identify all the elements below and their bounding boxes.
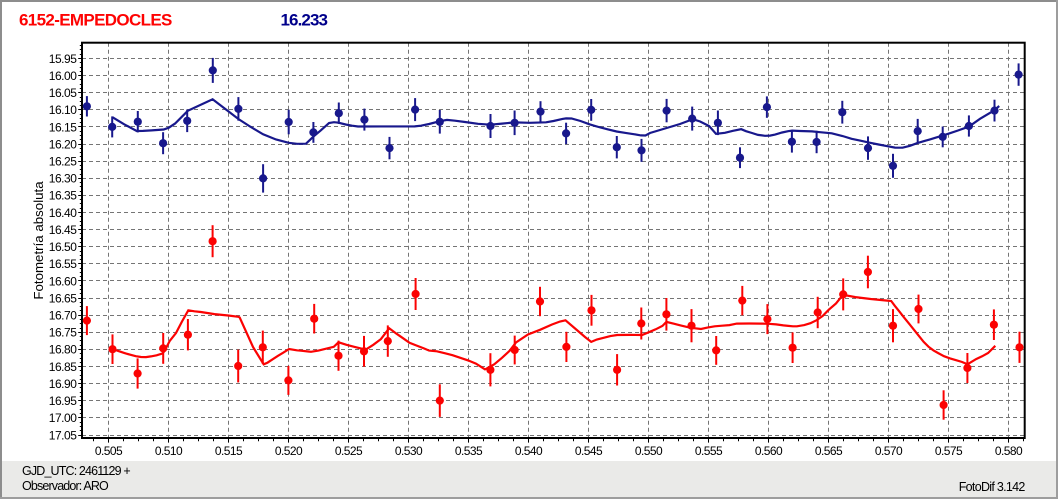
svg-text:0.570: 0.570	[875, 444, 903, 458]
svg-text:16.75: 16.75	[49, 326, 78, 340]
svg-text:16.233: 16.233	[281, 11, 328, 30]
svg-text:0.550: 0.550	[635, 444, 663, 458]
svg-text:17.05: 17.05	[49, 428, 78, 442]
svg-text:0.535: 0.535	[455, 444, 483, 458]
svg-text:16.25: 16.25	[49, 155, 78, 169]
svg-text:Fotometría absoluta: Fotometría absoluta	[31, 181, 46, 300]
svg-text:16.55: 16.55	[49, 257, 78, 271]
svg-text:17.00: 17.00	[49, 411, 78, 425]
svg-text:16.60: 16.60	[49, 274, 78, 288]
svg-text:6152-EMPEDOCLES: 6152-EMPEDOCLES	[19, 11, 172, 30]
svg-text:15.95: 15.95	[49, 52, 78, 66]
svg-text:16.00: 16.00	[49, 69, 78, 83]
svg-text:16.30: 16.30	[49, 172, 78, 186]
svg-text:0.580: 0.580	[995, 444, 1023, 458]
svg-text:16.90: 16.90	[49, 377, 78, 391]
svg-text:0.540: 0.540	[515, 444, 543, 458]
svg-text:16.20: 16.20	[49, 137, 78, 151]
svg-text:16.65: 16.65	[49, 291, 78, 305]
svg-text:0.560: 0.560	[755, 444, 783, 458]
svg-text:0.525: 0.525	[335, 444, 363, 458]
svg-text:16.80: 16.80	[49, 343, 78, 357]
svg-text:16.40: 16.40	[49, 206, 78, 220]
svg-text:16.35: 16.35	[49, 189, 78, 203]
svg-text:0.510: 0.510	[155, 444, 183, 458]
svg-text:16.50: 16.50	[49, 240, 78, 254]
svg-text:GJD_UTC: 2461129 +: GJD_UTC: 2461129 +	[22, 464, 130, 478]
svg-text:0.555: 0.555	[695, 444, 723, 458]
svg-text:0.565: 0.565	[815, 444, 843, 458]
svg-text:0.545: 0.545	[575, 444, 603, 458]
svg-text:0.505: 0.505	[95, 444, 123, 458]
svg-text:0.520: 0.520	[275, 444, 303, 458]
svg-text:16.15: 16.15	[49, 120, 78, 134]
svg-text:0.530: 0.530	[395, 444, 423, 458]
svg-text:16.05: 16.05	[49, 86, 78, 100]
svg-text:0.575: 0.575	[935, 444, 963, 458]
svg-text:0.515: 0.515	[215, 444, 243, 458]
svg-text:16.70: 16.70	[49, 309, 78, 323]
svg-text:16.10: 16.10	[49, 103, 78, 117]
svg-text:FotoDif 3.142: FotoDif 3.142	[959, 480, 1026, 494]
svg-text:16.95: 16.95	[49, 394, 78, 408]
svg-text:Observador: ARO: Observador: ARO	[22, 479, 109, 493]
svg-text:16.85: 16.85	[49, 360, 78, 374]
svg-text:16.45: 16.45	[49, 223, 78, 237]
